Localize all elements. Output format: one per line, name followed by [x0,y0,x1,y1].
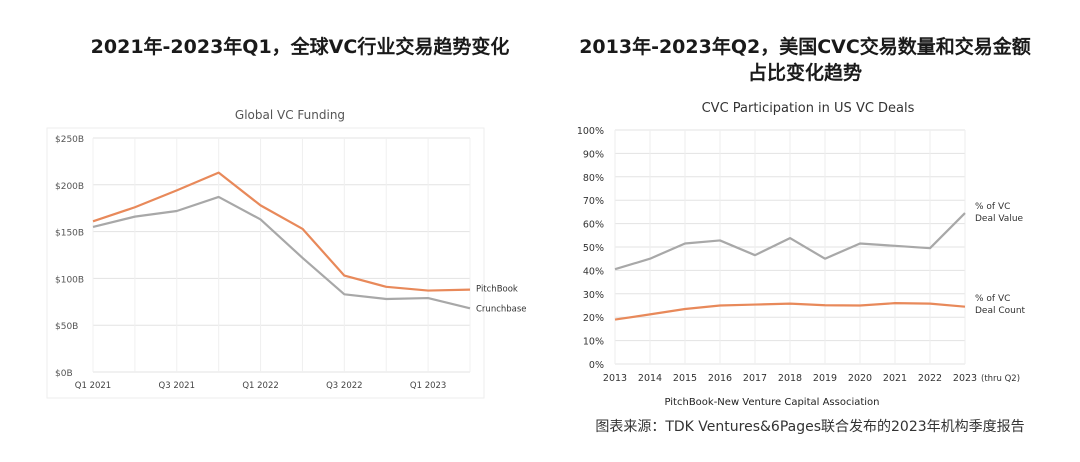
left-x-tick-label: Q1 2021 [75,381,111,391]
right-legend-label-line1: % of VC [975,202,1010,212]
right-chart-title: CVC Participation in US VC Deals [702,101,915,116]
left-x-tick-label: Q1 2022 [242,381,278,391]
right-x-tick-label: 2022 [918,373,942,384]
right-heading-line2: 占比变化趋势 [747,62,862,84]
right-x-suffix-label: (thru Q2) [981,374,1020,384]
right-y-tick-label: 60% [583,220,604,231]
cvc-participation-chart: CVC Participation in US VC Deals 0% 10% 20… [577,101,1026,408]
right-y-tick-label: 0% [589,360,604,371]
right-legend-label-line2: Deal Value [975,214,1024,224]
right-x-tick-label: 2020 [848,373,872,384]
left-y-tick-label: $0B [55,369,73,379]
right-x-tick-label: 2016 [708,373,732,384]
right-chart-source-label: PitchBook-New Venture Capital Associatio… [664,397,879,408]
left-legend-label: Crunchbase [476,304,527,314]
global-vc-funding-chart: Global VC Funding $0B $50B $100B $150B $200B… [46,108,527,399]
left-y-tick-label: $50B [55,322,78,332]
right-y-tick-label: 50% [583,243,604,254]
right-y-tick-label: 90% [583,149,604,160]
right-legend-label-line2: Deal Count [975,306,1026,316]
right-y-tick-label: 30% [583,290,604,301]
right-x-tick-label: 2017 [743,373,767,384]
left-chart-title: Global VC Funding [235,108,345,122]
right-legend-label-line1: % of VC [975,294,1010,304]
right-y-tick-label: 40% [583,266,604,277]
right-y-tick-label: 80% [583,173,604,184]
right-x-tick-label: 2019 [813,373,837,384]
left-chart-heading: 2021年-2023年Q1，全球VC行业交易趋势变化 [90,36,510,58]
right-x-tick-label: 2023 [953,373,977,384]
right-y-tick-label: 70% [583,196,604,207]
left-y-tick-label: $150B [55,229,84,239]
left-chart-frame [46,127,485,399]
right-x-tick-label: 2014 [638,373,662,384]
left-series-line-crunchbase [92,195,471,310]
left-x-tick-label: Q1 2023 [410,381,446,391]
left-x-tick-label: Q3 2022 [326,381,362,391]
left-legend-label: PitchBook [476,285,518,295]
left-y-tick-label: $100B [55,275,84,285]
left-x-tick-label: Q3 2021 [159,381,195,391]
right-chart-heading: 2013年-2023年Q2，美国CVC交易数量和交易金额 占比变化趋势 [545,34,1065,86]
right-x-tick-label: 2021 [883,373,907,384]
left-y-tick-label: $250B [55,135,84,145]
right-heading-line1: 2013年-2023年Q2，美国CVC交易数量和交易金额 [579,36,1031,58]
right-x-tick-label: 2013 [603,373,627,384]
right-y-tick-label: 10% [583,337,604,348]
left-series-line-pitchbook [92,171,471,292]
left-y-tick-label: $200B [55,182,84,192]
source-note: 图表来源：TDK Ventures&6Pages联合发布的2023年机构季度报告 [595,419,1025,435]
right-y-tick-label: 20% [583,313,604,324]
right-x-tick-label: 2018 [778,373,802,384]
right-y-tick-label: 100% [577,126,604,137]
right-x-tick-label: 2015 [673,373,697,384]
